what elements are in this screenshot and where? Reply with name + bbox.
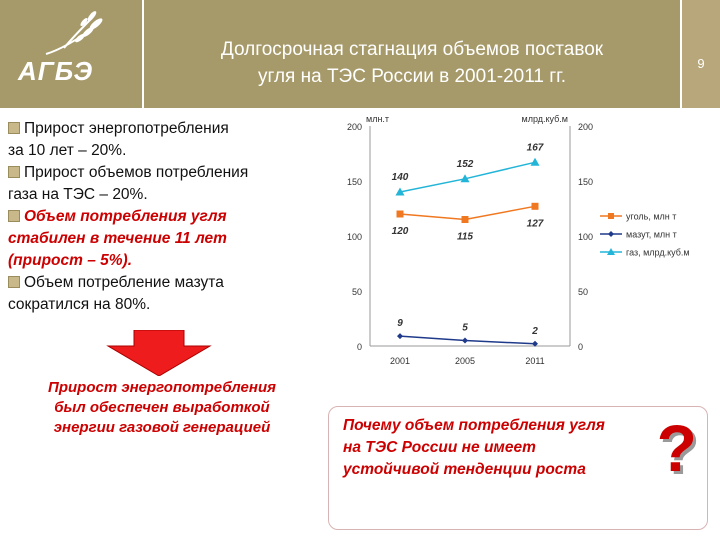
data-point bbox=[532, 340, 538, 347]
bullet-square-icon bbox=[8, 122, 20, 134]
question-line: устойчивой тенденции роста bbox=[343, 461, 586, 478]
legend-label: мазут, млн т bbox=[626, 230, 677, 240]
question-mark-icon: ? bbox=[656, 411, 697, 485]
chart-legend: уголь, млн т мазут, млн т газ, млрд.куб.м bbox=[600, 212, 690, 258]
data-point bbox=[460, 174, 470, 183]
bullet-line: Прирост энергопотребления bbox=[8, 118, 298, 140]
series-line bbox=[399, 335, 536, 345]
conclusion-line: был обеспечен выработкой bbox=[54, 399, 270, 416]
y-tick-label-right: 0 bbox=[578, 342, 583, 352]
legend-label: уголь, млн т bbox=[626, 212, 676, 222]
bullet-line: Объем потребление мазута bbox=[8, 272, 298, 294]
data-point bbox=[395, 187, 405, 196]
bullet-line: стабилен в течение 11 лет bbox=[8, 230, 227, 247]
y-tick-label-right: 150 bbox=[578, 177, 593, 187]
bullet-square-icon bbox=[8, 276, 20, 288]
conclusion-line: Прирост энергопотребления bbox=[48, 379, 276, 396]
x-tick-label: 2005 bbox=[455, 356, 475, 366]
logo-panel: АГБЭ bbox=[0, 0, 142, 108]
y-tick-label-left: 100 bbox=[347, 232, 362, 242]
bullet-line: газа на ТЭС – 20%. bbox=[8, 186, 148, 203]
question-line: Почему объем потребления угля bbox=[343, 417, 605, 434]
y-tick-label-left: 0 bbox=[357, 342, 362, 352]
data-label: 5 bbox=[462, 323, 468, 334]
logo: АГБЭ bbox=[18, 56, 94, 86]
y-tick-label-left: 150 bbox=[347, 177, 362, 187]
down-arrow-icon bbox=[106, 330, 212, 376]
data-label: 152 bbox=[457, 159, 474, 170]
y-tick-label-left: 50 bbox=[352, 287, 362, 297]
bullet-line: (прирост – 5%). bbox=[8, 252, 133, 269]
data-point bbox=[397, 333, 403, 340]
y-tick-label-right: 200 bbox=[578, 122, 593, 132]
data-label: 2 bbox=[531, 326, 538, 337]
page-title-line-1: Долгосрочная стагнация объемов поставок bbox=[220, 39, 604, 60]
y-tick-label-right: 100 bbox=[578, 232, 593, 242]
question-line: на ТЭС России не имеет bbox=[343, 439, 536, 456]
x-tick-label: 2001 bbox=[390, 356, 410, 366]
legend-label: газ, млрд.куб.м bbox=[626, 248, 690, 258]
legend-swatch-marker bbox=[607, 248, 615, 255]
data-label: 167 bbox=[527, 142, 544, 153]
data-label: 127 bbox=[527, 218, 544, 229]
y-tick-label-right: 50 bbox=[578, 287, 588, 297]
chart-series: 120 115 127 9 5 2 140 152 167 bbox=[392, 142, 544, 347]
data-label: 120 bbox=[392, 226, 409, 237]
data-point bbox=[530, 157, 540, 166]
data-label: 115 bbox=[457, 232, 473, 243]
bullet-line: сократился на 80%. bbox=[8, 296, 151, 313]
page-title-line-2: угля на ТЭС России в 2001-2011 гг. bbox=[257, 66, 567, 87]
data-point bbox=[461, 216, 469, 223]
title-bar: Долгосрочная стагнация объемов поставок … bbox=[144, 0, 680, 108]
bullet-square-icon bbox=[8, 166, 20, 178]
bullet-item: Объем потребление мазута сократился на 8… bbox=[8, 272, 298, 316]
legend-swatch-marker bbox=[608, 213, 614, 219]
page-number-panel: 9 bbox=[682, 0, 720, 108]
wheat-icon bbox=[45, 11, 103, 55]
bullet-line: Объем потребления угля bbox=[8, 206, 298, 228]
data-point bbox=[396, 210, 404, 218]
x-tick-label: 2011 bbox=[525, 356, 544, 366]
legend-swatch-marker bbox=[608, 231, 614, 237]
chart-axes: 0 0 50 50 100 100 150 150 200 200 2001 2005 2011 млн.… bbox=[347, 114, 593, 366]
y-tick-label-left: 200 bbox=[347, 122, 362, 132]
bullet-item: Прирост энергопотребления за 10 лет – 20… bbox=[8, 118, 298, 162]
bullet-list: Прирост энергопотребления за 10 лет – 20… bbox=[8, 118, 298, 316]
bullet-item: Прирост объемов потребления газа на ТЭС … bbox=[8, 162, 298, 206]
y-axis-label-left: млн.т bbox=[366, 114, 389, 124]
page-title: Долгосрочная стагнация объемов поставок … bbox=[144, 36, 680, 90]
y-axis-label-right: млрд.куб.м bbox=[522, 114, 568, 124]
page-number: 9 bbox=[697, 56, 705, 71]
bullet-square-icon bbox=[8, 210, 20, 222]
conclusion-text: Прирост энергопотребления был обеспечен … bbox=[14, 378, 310, 438]
data-label: 140 bbox=[392, 172, 409, 183]
bullet-item-highlight: Объем потребления угля стабилен в течени… bbox=[8, 206, 298, 272]
data-label: 9 bbox=[397, 318, 403, 329]
question-box: Почему объем потребления угля на ТЭС Рос… bbox=[328, 406, 708, 530]
data-point bbox=[531, 202, 539, 210]
bullet-line: Прирост объемов потребления bbox=[8, 162, 298, 184]
line-chart: 0 0 50 50 100 100 150 150 200 200 2001 2005 2011 млн.… bbox=[347, 114, 690, 366]
bullet-line: за 10 лет – 20%. bbox=[8, 142, 127, 159]
question-text: Почему объем потребления угля на ТЭС Рос… bbox=[343, 415, 673, 481]
data-point bbox=[462, 337, 468, 344]
conclusion-line: энергии газовой генерацией bbox=[53, 419, 271, 436]
